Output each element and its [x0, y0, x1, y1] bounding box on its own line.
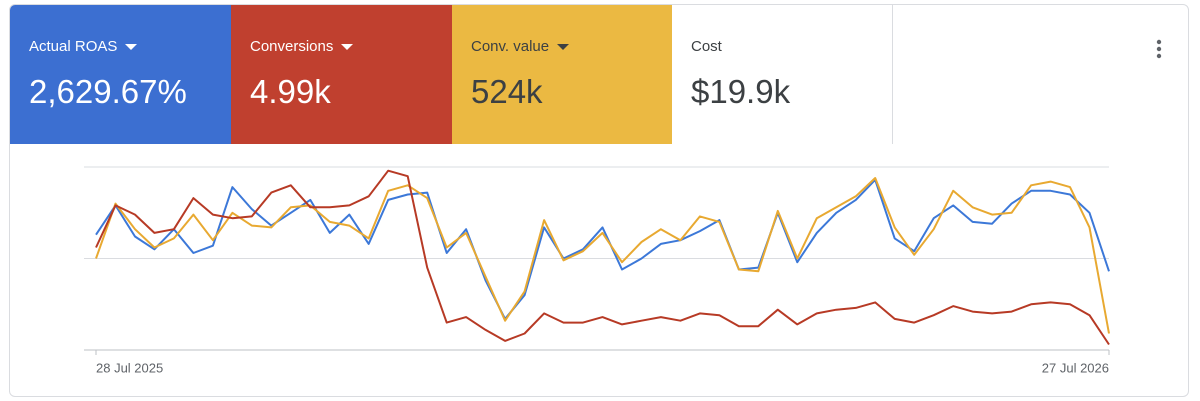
- metric-label: Cost: [691, 38, 722, 55]
- dropdown-caret[interactable]: [341, 43, 354, 50]
- metric-value: $19.9k: [691, 73, 791, 110]
- metric-tile[interactable]: Actual ROAS 2,629.67%: [10, 5, 231, 144]
- metric-label: Conv. value: [471, 38, 550, 55]
- more-menu[interactable]: [1155, 39, 1163, 61]
- dropdown-caret[interactable]: [125, 43, 138, 50]
- dropdown-caret[interactable]: [557, 43, 570, 50]
- series-line: [95, 169, 1110, 346]
- metric-label: Actual ROAS: [29, 38, 118, 55]
- metric-tile[interactable]: Conv. value 524k: [452, 5, 673, 144]
- x-tick-label: 28 Jul 2025: [96, 360, 163, 375]
- metric-value: 2,629.67%: [29, 73, 187, 110]
- x-tick-label: 27 Jul 2026: [1042, 360, 1109, 375]
- metric-value: 4.99k: [250, 73, 331, 110]
- series-line: [95, 177, 1110, 334]
- metric-tile[interactable]: Conversions 4.99k: [231, 5, 452, 144]
- metric-value: 524k: [471, 73, 543, 110]
- metric-tile[interactable]: Cost $19.9k: [672, 5, 893, 144]
- metric-label: Conversions: [250, 38, 334, 55]
- series-line: [95, 178, 1110, 320]
- performance-card: Actual ROAS 2,629.67% Conversions 4.99k …: [9, 4, 1189, 397]
